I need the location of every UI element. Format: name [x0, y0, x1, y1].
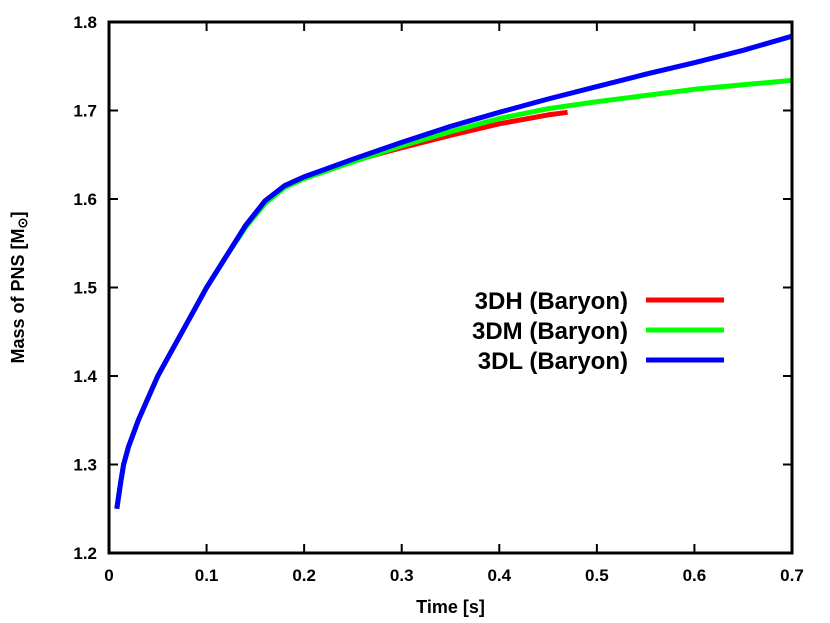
- series-line-3dl: [114, 33, 793, 510]
- x-tick-label: 0.7: [780, 566, 804, 585]
- legend-label: 3DL (Baryon): [478, 348, 628, 375]
- y-tick-label: 1.2: [73, 544, 97, 563]
- y-axis-label-close: ]: [8, 212, 28, 218]
- y-tick-label: 1.5: [73, 279, 97, 298]
- y-axis-label: Mass of PNS [M⊙]: [8, 212, 30, 364]
- y-tick-label: 1.3: [73, 456, 97, 475]
- legend-label: 3DH (Baryon): [475, 288, 628, 315]
- x-tick-label: 0.4: [487, 566, 511, 585]
- x-tick-label: 0.1: [195, 566, 219, 585]
- x-tick-label: 0.6: [683, 566, 707, 585]
- y-axis-label-sub: ⊙: [15, 218, 30, 229]
- x-tick-label: 0: [104, 566, 113, 585]
- x-tick-label: 0.2: [292, 566, 316, 585]
- series-layer: [114, 33, 793, 510]
- legend-label: 3DM (Baryon): [472, 318, 628, 345]
- x-tick-label: 0.5: [585, 566, 609, 585]
- y-tick-label: 1.7: [73, 102, 97, 121]
- y-tick-labels: 1.2 1.3 1.4 1.5 1.6 1.7 1.8: [73, 13, 97, 563]
- y-axis-label-main: Mass of PNS [M: [8, 228, 28, 363]
- y-tick-label: 1.6: [73, 190, 97, 209]
- x-tick-labels: 0 0.1 0.2 0.3 0.4 0.5 0.6 0.7: [104, 566, 804, 585]
- y-tick-label: 1.4: [73, 367, 97, 386]
- legend: 3DH (Baryon) 3DM (Baryon) 3DL (Baryon): [472, 288, 724, 375]
- x-axis-label: Time [s]: [416, 597, 485, 617]
- ticks-layer: [109, 22, 792, 553]
- y-tick-label: 1.8: [73, 13, 97, 32]
- x-tick-label: 0.3: [390, 566, 414, 585]
